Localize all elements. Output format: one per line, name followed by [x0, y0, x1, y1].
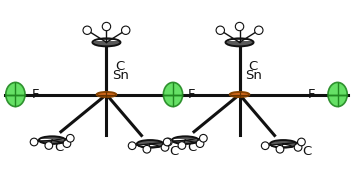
Text: C: C	[54, 141, 63, 154]
Text: Sn: Sn	[245, 69, 262, 82]
Ellipse shape	[128, 142, 136, 149]
Ellipse shape	[163, 138, 171, 146]
Ellipse shape	[66, 134, 74, 142]
Ellipse shape	[143, 145, 151, 153]
Ellipse shape	[261, 142, 269, 149]
Ellipse shape	[83, 26, 91, 34]
Ellipse shape	[39, 136, 65, 144]
Ellipse shape	[163, 82, 183, 107]
Ellipse shape	[216, 26, 225, 34]
Ellipse shape	[161, 144, 169, 151]
Text: Sn: Sn	[112, 69, 128, 82]
Ellipse shape	[255, 26, 263, 34]
Ellipse shape	[97, 92, 116, 97]
Ellipse shape	[230, 92, 249, 97]
Ellipse shape	[226, 38, 253, 46]
Text: C: C	[115, 60, 125, 73]
Text: C: C	[248, 60, 258, 73]
Ellipse shape	[45, 142, 53, 149]
Ellipse shape	[270, 140, 297, 148]
Text: C: C	[303, 145, 312, 158]
Ellipse shape	[6, 82, 25, 107]
Text: F: F	[188, 88, 196, 101]
Ellipse shape	[164, 138, 172, 146]
Ellipse shape	[178, 142, 186, 149]
Ellipse shape	[298, 138, 305, 146]
Ellipse shape	[196, 140, 204, 147]
Text: C: C	[187, 141, 196, 154]
Ellipse shape	[121, 26, 130, 34]
Ellipse shape	[276, 145, 284, 153]
Text: F: F	[32, 88, 40, 101]
Ellipse shape	[328, 82, 347, 107]
Ellipse shape	[102, 22, 110, 31]
Text: F: F	[308, 88, 316, 101]
Ellipse shape	[63, 140, 71, 147]
Ellipse shape	[137, 140, 163, 148]
Ellipse shape	[235, 22, 244, 31]
Ellipse shape	[30, 138, 38, 146]
Ellipse shape	[92, 38, 120, 46]
Ellipse shape	[199, 134, 207, 142]
Ellipse shape	[172, 136, 199, 144]
Ellipse shape	[294, 144, 302, 151]
Text: C: C	[169, 145, 179, 158]
